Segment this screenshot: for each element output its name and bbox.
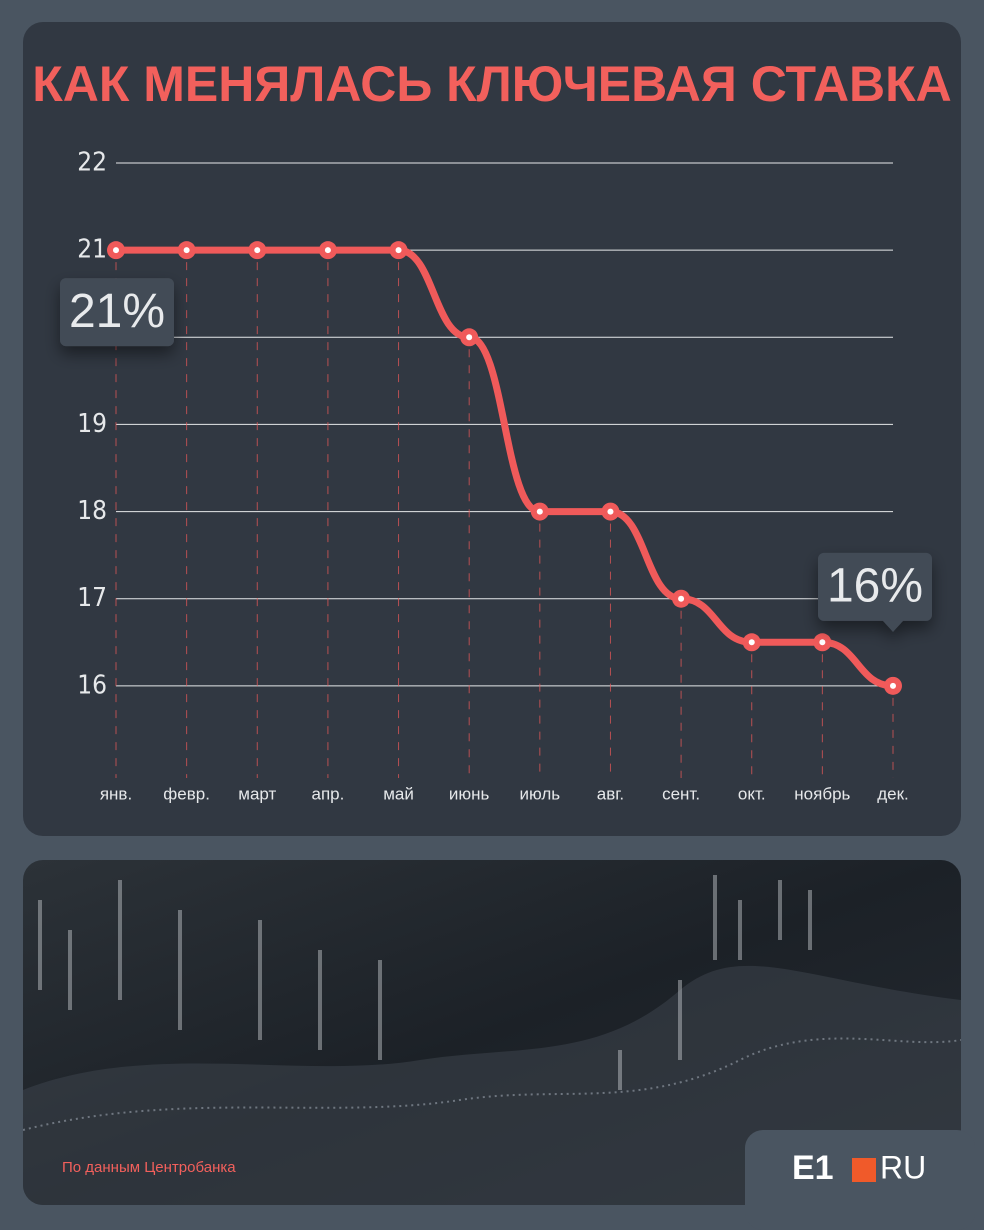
data-point-center <box>466 334 473 341</box>
data-point-center <box>678 595 685 602</box>
y-tick-label: 21 <box>77 235 107 265</box>
x-tick-label: февр. <box>163 784 210 803</box>
x-tick-label: июнь <box>449 784 490 803</box>
x-tick-label: дек. <box>877 784 909 803</box>
x-tick-label: сент. <box>662 784 700 803</box>
x-tick-label: окт. <box>738 784 766 803</box>
data-point-center <box>254 247 261 254</box>
chart-panel <box>23 22 961 836</box>
x-tick-label: июль <box>519 784 560 803</box>
x-tick-label: март <box>238 784 276 803</box>
y-tick-label: 19 <box>77 409 107 439</box>
callout-pointer <box>882 619 904 632</box>
data-point-center <box>113 247 119 254</box>
data-point-center <box>819 639 826 646</box>
chart-title: КАК МЕНЯЛАСЬ КЛЮЧЕВАЯ СТАВКА <box>32 56 952 112</box>
data-point-center <box>395 247 402 254</box>
x-tick-label: апр. <box>311 784 344 803</box>
callout-box <box>818 552 932 621</box>
x-tick-label: янв. <box>100 784 132 803</box>
decor-wave <box>23 965 961 1205</box>
data-point-center <box>536 508 543 515</box>
x-tick-label: май <box>383 784 414 803</box>
y-tick-label: 18 <box>77 496 107 526</box>
source-note: По данным Центробанка <box>62 1159 236 1176</box>
y-tick-label: 16 <box>77 670 107 700</box>
logo-left: E1 <box>792 1149 834 1187</box>
decor-image: По данным Центробанка <box>23 860 961 1205</box>
logo-right: RU <box>880 1149 926 1185</box>
callout <box>818 552 932 632</box>
data-point-center <box>324 247 331 254</box>
data-point-center <box>748 639 755 646</box>
value-label: 16% <box>827 560 923 613</box>
data-point-center <box>183 247 190 254</box>
decor-candles <box>38 875 812 1090</box>
data-point-center <box>890 682 896 689</box>
x-tick-label: ноябрь <box>794 784 850 803</box>
x-tick-label: авг. <box>597 784 624 803</box>
callout-box <box>60 278 174 347</box>
callout <box>60 278 174 347</box>
value-label: 21% <box>69 285 165 338</box>
y-tick-label: 22 <box>77 148 107 178</box>
logo-square <box>852 1158 876 1182</box>
y-tick-label: 17 <box>77 583 107 613</box>
plot: 16171819202122янв.февр.мартапр.майиюньию… <box>60 148 932 803</box>
data-point-center <box>607 508 614 515</box>
